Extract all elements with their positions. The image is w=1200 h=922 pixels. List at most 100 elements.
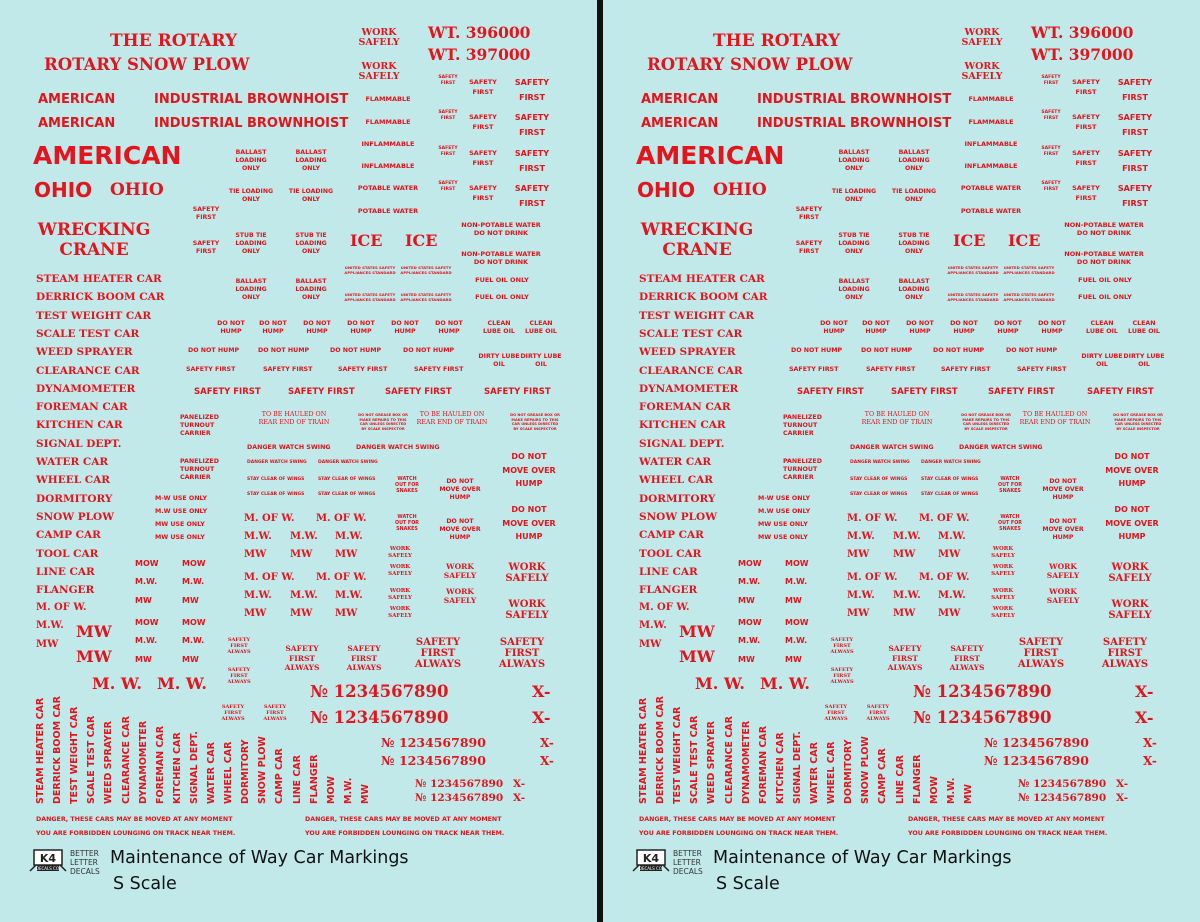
work-safely-medium: WORK SAFELY xyxy=(505,599,549,621)
work-safely-tiny: WORK SAFELY xyxy=(991,606,1015,619)
move-over-hump-small-2: DO NOT MOVE OVER HUMP xyxy=(439,518,481,541)
mw-marking: M. OF W. xyxy=(316,572,367,583)
mw-dotted-large-2: M. W. xyxy=(760,674,810,693)
move-over-hump-large-1: DO NOT MOVE OVER HUMP xyxy=(502,452,556,488)
logo-mark: K4 xyxy=(40,852,57,865)
clean-lube-oil-2: CLEAN LUBE OIL xyxy=(1128,320,1160,335)
car-name-label: LINE CAR xyxy=(36,565,95,578)
safety-first-small: SAFETY FIRST xyxy=(1072,184,1100,202)
stay-clear-2: STAY CLEAR OF WINGS xyxy=(921,477,979,482)
mow-marking: M.W. xyxy=(182,577,205,586)
mw-marking: M.W. xyxy=(847,590,875,601)
mw-use-only-1: M-W USE ONLY xyxy=(155,495,208,502)
x-dash-medium-2: X- xyxy=(540,754,554,768)
move-over-hump-small-2: DO NOT MOVE OVER HUMP xyxy=(1042,518,1084,541)
m-of-w-label: M. OF W. xyxy=(36,602,87,613)
mw-label: MW xyxy=(36,639,59,650)
safety-first-medium: SAFETY FIRST xyxy=(514,149,550,173)
safety-first-always-tiny: SAFETY FIRST ALWAYS xyxy=(221,704,245,722)
safety-first-always-tiny: SAFETY FIRST ALWAYS xyxy=(866,704,890,722)
industrial-brownhoist-1: INDUSTRIAL BROWNHOIST xyxy=(154,92,349,107)
car-name-label: STEAM HEATER CAR xyxy=(36,273,162,285)
potable-water-1: POTABLE WATER xyxy=(960,184,1022,192)
k4-logo: K4 DECALS CO. xyxy=(632,849,670,872)
mw-marking: M.W. xyxy=(938,531,966,542)
vertical-car-name: M.W. xyxy=(342,777,354,804)
ohio-sans: OHIO xyxy=(34,178,93,202)
x-dash-large-2: X- xyxy=(532,708,551,727)
panelized-1: PANELIZED TURNOUT CARRIER xyxy=(783,414,822,437)
number-large-2: № 1234567890 xyxy=(310,708,449,727)
work-safely-small: WORK SAFELY xyxy=(1046,562,1080,580)
mow-marking: MW xyxy=(785,596,802,605)
do-not-hump-stacked: DO NOT HUMP xyxy=(820,320,848,335)
do-not-hump-stacked: DO NOT HUMP xyxy=(259,320,287,335)
number-medium-2: № 1234567890 xyxy=(984,753,1089,768)
safety-first-medium: SAFETY FIRST xyxy=(1117,184,1153,208)
car-name-label: SCALE TEST CAR xyxy=(639,327,743,340)
number-medium-1: № 1234567890 xyxy=(984,735,1089,750)
rotary-title-1: THE ROTARY xyxy=(110,31,238,51)
safety-first-always-tiny: SAFETY FIRST ALWAYS xyxy=(824,704,848,722)
vertical-car-name: FOREMAN CAR xyxy=(154,725,166,804)
mw-marking: MW xyxy=(244,549,267,560)
crane-label: CRANE xyxy=(662,240,732,260)
safety-first-always-medium: SAFETY FIRST ALWAYS xyxy=(1017,637,1065,670)
safety-first-small: SAFETY FIRST xyxy=(1072,78,1100,96)
mw-use-only-4: MW USE ONLY xyxy=(758,534,808,541)
mw-use-only-4: MW USE ONLY xyxy=(155,534,205,541)
mw-marking: M.W. xyxy=(847,531,875,542)
decal-sheet-right: WT. 396000 WT. 397000 WORK SAFELY WORK S… xyxy=(603,0,1200,922)
danger-notice-1: DANGER, THESE CARS MAY BE MOVED AT ANY M… xyxy=(36,816,233,823)
sheet-scale: S Scale xyxy=(716,874,780,894)
stay-clear-4: STAY CLEAR OF WINGS xyxy=(921,492,979,497)
ballast-loading-3: BALLAST LOADING ONLY xyxy=(838,278,870,301)
mw-marking: M. OF W. xyxy=(847,513,898,524)
work-safely-small: WORK SAFELY xyxy=(443,562,477,580)
ballast-loading-2: BALLAST LOADING ONLY xyxy=(898,149,930,172)
mw-marking: M.W. xyxy=(244,531,272,542)
x-dash-medium-2: X- xyxy=(1143,754,1157,768)
tie-loading-2: TIE LOADING ONLY xyxy=(288,188,334,203)
mw-marking: MW xyxy=(335,608,358,619)
vertical-car-name: MOW xyxy=(928,775,940,804)
vertical-car-name: DERRICK BOOM CAR xyxy=(52,696,64,804)
weight-marking-1: WT. 396000 xyxy=(1031,23,1134,42)
number-small-1: № 1234567890 xyxy=(1018,778,1107,790)
work-safely-tiny: WORK SAFELY xyxy=(388,546,412,559)
safety-first-small-b: SAFETY FIRST xyxy=(795,240,823,255)
number-small-2: № 1234567890 xyxy=(415,792,504,804)
stub-tie-loading-1: STUB TIE LOADING ONLY xyxy=(838,232,870,255)
car-name-label: KITCHEN CAR xyxy=(639,419,726,432)
do-not-hump-inline: DO NOT HUMP xyxy=(933,347,985,354)
american-large: AMERICAN xyxy=(636,141,785,170)
vertical-car-name: M.W. xyxy=(945,777,957,804)
safety-first-always-medium: SAFETY FIRST ALWAYS xyxy=(498,637,546,670)
dirty-lube-oil-2: DIRTY LUBE OIL xyxy=(520,353,562,368)
mw-marking: M.W. xyxy=(335,531,363,542)
car-name-label: FLANGER xyxy=(36,584,95,597)
weight-marking-2: WT. 397000 xyxy=(428,45,531,64)
car-name-label: TEST WEIGHT CAR xyxy=(36,309,152,322)
stay-clear-4: STAY CLEAR OF WINGS xyxy=(318,492,376,497)
crane-label: CRANE xyxy=(59,240,129,260)
tie-loading-1: TIE LOADING ONLY xyxy=(228,188,274,203)
safety-first-small-a: SAFETY FIRST xyxy=(795,206,823,221)
mw-marking: M. OF W. xyxy=(919,572,970,583)
number-medium-2: № 1234567890 xyxy=(381,753,486,768)
ballast-loading-1: BALLAST LOADING ONLY xyxy=(235,149,267,172)
car-name-label: FOREMAN CAR xyxy=(36,401,128,414)
work-safely-small: WORK SAFELY xyxy=(1046,587,1080,605)
vertical-car-name: CAMP CAR xyxy=(877,748,889,804)
ohio-sans: OHIO xyxy=(637,178,696,202)
work-safely-top-1: WORK SAFELY xyxy=(358,27,400,48)
mw-marking: M. OF W. xyxy=(244,513,295,524)
car-name-label: DYNAMOMETER xyxy=(639,382,739,395)
mow-marking: MOW xyxy=(785,618,809,627)
fuel-oil-only-1: FUEL OIL ONLY xyxy=(1078,276,1132,284)
car-name-label: DORMITORY xyxy=(36,492,113,505)
stay-clear-1: STAY CLEAR OF WINGS xyxy=(247,477,305,482)
mw-marking: MW xyxy=(290,549,313,560)
car-name-label: CLEARANCE CAR xyxy=(36,364,140,377)
do-not-hump-inline: DO NOT HUMP xyxy=(791,347,843,354)
